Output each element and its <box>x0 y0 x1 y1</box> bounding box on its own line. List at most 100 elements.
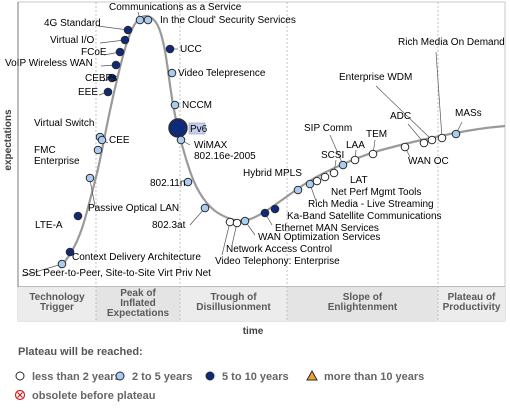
data-point-label: LAT <box>350 175 368 186</box>
data-point-marker <box>225 217 235 227</box>
data-point-label: VoIP Wireless WAN <box>5 58 93 69</box>
data-point-label: SCSI <box>321 150 344 161</box>
data-point-marker <box>115 47 125 57</box>
data-point-marker <box>65 247 75 257</box>
data-point-marker <box>123 25 133 35</box>
data-point: 802.11n <box>150 177 193 189</box>
phase-band <box>438 287 505 321</box>
data-point-label: Rich Media - Live Streaming <box>308 199 434 210</box>
data-point-marker <box>368 149 378 159</box>
leader-line <box>89 179 97 212</box>
data-point-label: Virtual I/O <box>50 35 94 46</box>
leader-line <box>329 134 344 166</box>
data-point: Context Delivery Architecture <box>65 247 201 263</box>
data-point: Passive Optical LAN <box>85 173 179 214</box>
data-point: SIP Comm <box>304 123 352 170</box>
data-point-label: Video Telepresence <box>178 68 266 79</box>
data-point-marker <box>329 168 339 178</box>
data-point-label: 802.11n <box>150 178 185 189</box>
data-point: Rich Media - Live Streaming <box>305 179 434 210</box>
data-point: 4G Standard <box>44 18 133 35</box>
data-point-label: ADC <box>390 111 411 122</box>
data-point-label: Virtual Switch <box>34 118 94 129</box>
label-highlight <box>188 122 206 135</box>
data-point: FCoE <box>81 47 125 58</box>
legend-item: 2 to 5 years <box>115 371 193 383</box>
phase-label: Slope of Enlightenment <box>328 292 398 313</box>
data-point-marker <box>427 135 437 145</box>
data-point: LAT <box>320 172 368 186</box>
data-point-marker <box>232 218 242 228</box>
data-point: In the Cloud' Security Services <box>143 15 296 26</box>
data-point: Ka-Band Satellite Communications <box>270 204 442 222</box>
legend-label: obsolete before plateau <box>32 390 155 402</box>
data-point: LTE-A <box>35 211 83 231</box>
legend-label: more than 10 years <box>324 371 424 383</box>
data-point-label: SIP Comm <box>304 123 352 134</box>
data-point-marker <box>107 73 117 83</box>
phase-label: Technology Trigger <box>29 292 85 313</box>
phase-label: Peak of Inflated Expectations <box>107 288 170 319</box>
data-point-label: EEE <box>78 87 98 98</box>
data-point-label: Passive Optical LAN <box>88 203 179 214</box>
phase-band <box>287 287 438 321</box>
data-point-label: Video Telephony: Enterprise <box>215 256 340 267</box>
data-point-label: FMC Enterprise <box>34 145 80 167</box>
data-point-label: WAN OC <box>408 156 449 167</box>
data-point-marker <box>240 216 250 226</box>
data-point-label: Rich Media On Demand <box>398 37 505 48</box>
data-point-label: WAN Optimization Services <box>258 232 380 243</box>
phase-label: Plateau of Productivity <box>443 292 501 313</box>
data-point-label: Pv6 <box>190 124 208 135</box>
data-point-marker <box>57 259 67 269</box>
data-point-marker <box>260 208 270 218</box>
data-point: VoIP Wireless WAN <box>5 58 121 70</box>
leader-line <box>97 25 129 31</box>
data-point-label: In the Cloud' Security Services <box>160 15 296 26</box>
data-point-marker <box>350 155 360 165</box>
data-point: Ethernet MAN Services <box>260 208 379 234</box>
data-point: WAN OC <box>400 142 449 167</box>
leader-line <box>21 263 63 277</box>
data-point: WAN Optimization Services <box>240 216 380 243</box>
data-point: CEBPs <box>85 73 117 84</box>
data-point-marker <box>165 44 175 54</box>
data-point-marker <box>85 173 95 183</box>
x-axis-label: time <box>243 326 264 337</box>
data-point: LAA <box>346 140 365 165</box>
data-point: Rich Media On Demand <box>398 37 505 143</box>
data-point-marker <box>183 177 193 187</box>
data-point: FMC Enterprise <box>34 145 103 167</box>
data-point-marker <box>305 179 315 189</box>
data-point-label: WiMAX 802.16e-2005 <box>194 140 256 162</box>
data-point-marker <box>120 35 130 45</box>
data-point-marker <box>400 142 410 152</box>
legend-marker <box>306 369 318 381</box>
data-point-marker <box>437 133 447 143</box>
data-point: UCC <box>165 44 202 55</box>
data-point-label: Network Access Control <box>226 244 332 255</box>
legend-item: 5 to 10 years <box>205 371 289 383</box>
data-point: Enterprise WDM <box>339 72 437 145</box>
data-point-marker <box>320 172 330 182</box>
phase-band <box>180 287 287 321</box>
data-point: EEE <box>78 87 113 98</box>
data-point: SCSI <box>321 150 344 178</box>
data-point-marker <box>93 145 103 155</box>
phase-label: Trough of Disillusionment <box>196 292 271 313</box>
data-point-label: Communications as a Service <box>109 2 242 13</box>
legend-title: Plateau will be reached: <box>18 346 143 358</box>
data-point-label: Hybrid MPLS <box>243 168 302 179</box>
y-axis-label: expectations <box>3 109 14 171</box>
leader-line <box>221 221 231 256</box>
data-point-marker <box>168 118 188 138</box>
data-point-marker <box>338 160 348 170</box>
data-point: SSL Peer-to-Peer, Site-to-Site Virt Priv… <box>22 259 211 279</box>
legend-label: less than 2 years <box>32 371 121 383</box>
data-point-marker <box>111 60 121 70</box>
legend-item: less than 2 years <box>15 371 121 383</box>
data-point-marker <box>73 211 83 221</box>
phase-band <box>96 287 180 321</box>
data-point-label: TEM <box>366 129 387 140</box>
data-point: NCCM <box>170 100 212 111</box>
